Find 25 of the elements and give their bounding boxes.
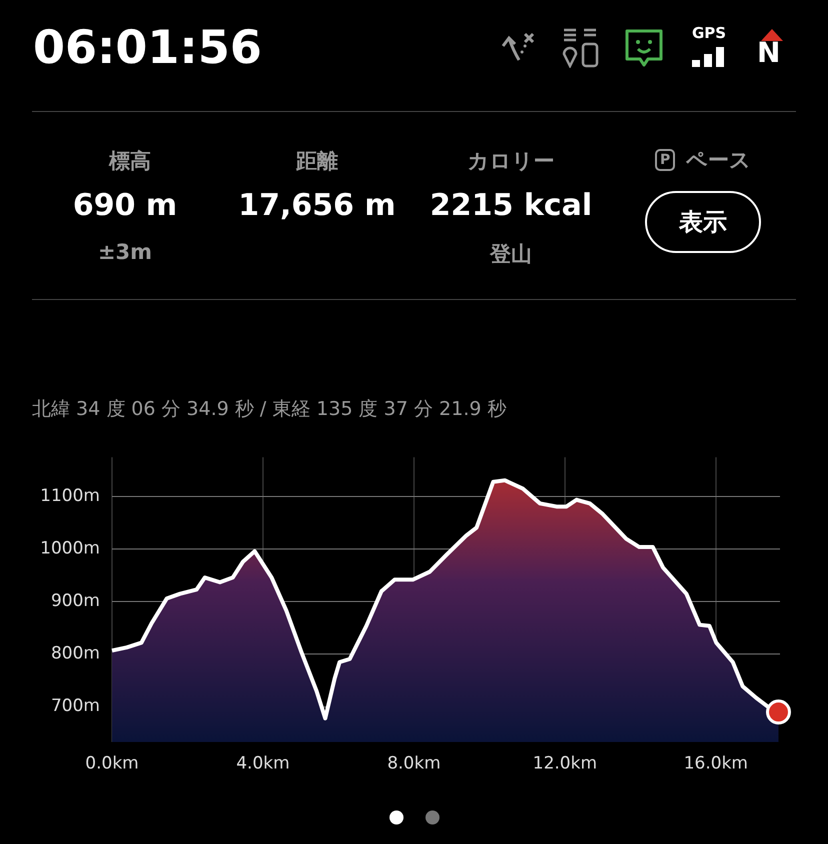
text: 表示 <box>679 207 727 238</box>
text: N <box>757 36 780 69</box>
x-tick-label: 0.0km <box>85 754 139 774</box>
text: 06:01:56 <box>33 20 262 74</box>
text: 登山 <box>490 241 532 268</box>
y-tick-label: 900m <box>50 591 100 612</box>
chart-subtitle: 北緯 34 度 06 分 34.9 秒 / 東経 135 度 37 分 21.9 秒 <box>32 397 506 422</box>
y-tick-label: 700m <box>50 696 100 716</box>
x-tick-label: 12.0km <box>532 754 598 774</box>
y-tick-label: 1100m <box>40 486 100 506</box>
text: P <box>655 149 676 171</box>
text: GPS <box>692 24 726 42</box>
text: 標高 <box>109 148 151 175</box>
y-tick-label: 800m <box>50 644 100 664</box>
x-tick-label: 16.0km <box>684 754 748 774</box>
text: 2215 kcal <box>430 188 592 223</box>
x-tick-label: 4.0km <box>236 754 290 774</box>
x-tick-label: 8.0km <box>387 754 441 774</box>
text: カロリー <box>468 148 554 175</box>
y-tick-label: 1000m <box>40 538 100 559</box>
text: ±3m <box>98 240 152 264</box>
text: 距離 <box>296 148 338 175</box>
text: 17,656 m <box>238 188 396 223</box>
text: 690 m <box>72 188 178 223</box>
text: ペース <box>686 147 751 174</box>
